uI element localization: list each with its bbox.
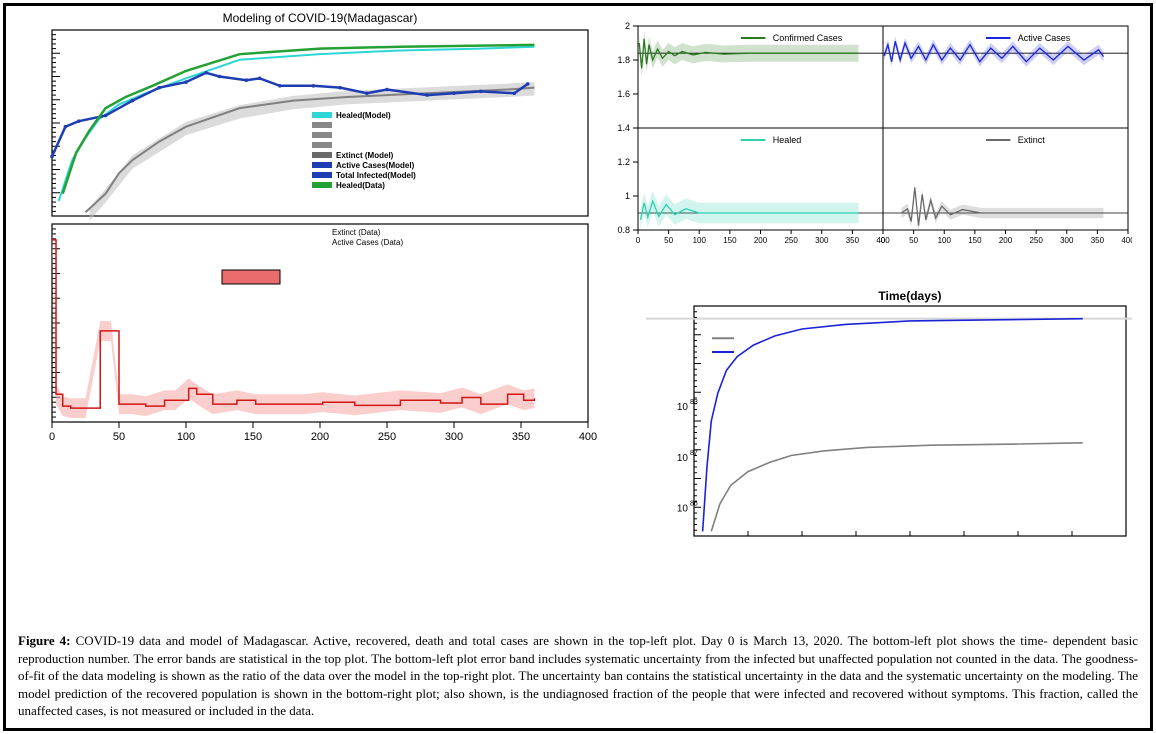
figure-caption: Figure 4: COVID-19 data and model of Mad… (18, 632, 1138, 720)
svg-text:300: 300 (815, 236, 829, 245)
svg-text:0: 0 (636, 236, 641, 245)
svg-text:Extinct: Extinct (1018, 135, 1046, 145)
svg-text:Total Infected(Model): Total Infected(Model) (336, 171, 416, 180)
svg-text:87: 87 (690, 450, 698, 457)
svg-text:100: 100 (938, 236, 952, 245)
svg-text:Healed: Healed (773, 135, 802, 145)
svg-text:2: 2 (625, 22, 630, 31)
svg-text:250: 250 (1029, 236, 1043, 245)
svg-text:100: 100 (177, 431, 195, 443)
svg-text:400: 400 (1121, 236, 1132, 245)
svg-text:0: 0 (881, 236, 886, 245)
svg-text:350: 350 (512, 431, 530, 443)
prediction-chart: Time(days)108610871083 (646, 286, 1132, 554)
svg-text:50: 50 (664, 236, 673, 245)
svg-text:1.2: 1.2 (617, 157, 630, 167)
svg-text:200: 200 (999, 236, 1013, 245)
ratio-grid: 0.8 1 1.2 1.4 1.6 1.8 2 Confirmed Cases Active C… (610, 22, 1132, 248)
svg-text:150: 150 (244, 431, 262, 443)
svg-text:200: 200 (311, 431, 329, 443)
svg-text:150: 150 (723, 236, 737, 245)
svg-text:400: 400 (579, 431, 597, 443)
svg-text:Active Cases(Model): Active Cases(Model) (336, 161, 415, 170)
svg-text:Modeling of COVID-19(Madagasca: Modeling of COVID-19(Madagascar) (223, 11, 418, 25)
svg-text:83: 83 (690, 399, 698, 406)
caption-text: COVID-19 data and model of Madagascar. A… (18, 633, 1138, 718)
svg-text:1.6: 1.6 (617, 89, 630, 99)
svg-text:1.4: 1.4 (617, 123, 630, 133)
svg-text:50: 50 (113, 431, 125, 443)
modeling-chart: Modeling of COVID-19(Madagascar) Healed(M… (12, 8, 598, 228)
svg-text:Confirmed Cases: Confirmed Cases (773, 33, 843, 43)
svg-text:300: 300 (1060, 236, 1074, 245)
svg-text:10: 10 (677, 503, 689, 514)
svg-text:Healed(Data): Healed(Data) (336, 181, 385, 190)
svg-text:50: 50 (909, 236, 918, 245)
svg-text:350: 350 (846, 236, 860, 245)
svg-text:100: 100 (693, 236, 707, 245)
svg-text:150: 150 (968, 236, 982, 245)
svg-text:Extinct (Data): Extinct (Data) (332, 228, 381, 237)
caption-label: Figure 4: (18, 633, 71, 648)
svg-text:250: 250 (378, 431, 396, 443)
svg-text:0.8: 0.8 (617, 225, 630, 235)
svg-text:Time(days): Time(days) (878, 289, 941, 303)
svg-text:1.8: 1.8 (617, 55, 630, 65)
svg-text:Extinct (Model): Extinct (Model) (336, 151, 394, 160)
svg-text:300: 300 (445, 431, 463, 443)
svg-text:350: 350 (1091, 236, 1105, 245)
svg-text:Healed(Model): Healed(Model) (336, 111, 391, 120)
svg-text:10: 10 (677, 402, 689, 413)
svg-text:Active Cases (Data): Active Cases (Data) (332, 238, 403, 247)
figure-frame: Modeling of COVID-19(Madagascar) Healed(M… (3, 3, 1153, 731)
reproduction-chart: 0 50 100 150 200 250 300 350 400 Extinct (Data)Ac… (12, 220, 598, 444)
svg-text:Active Cases: Active Cases (1018, 33, 1071, 43)
svg-text:10: 10 (677, 453, 689, 464)
svg-text:1: 1 (625, 191, 630, 201)
svg-text:200: 200 (754, 236, 768, 245)
svg-text:250: 250 (784, 236, 798, 245)
svg-text:86: 86 (690, 500, 698, 507)
svg-text:0: 0 (49, 431, 55, 443)
